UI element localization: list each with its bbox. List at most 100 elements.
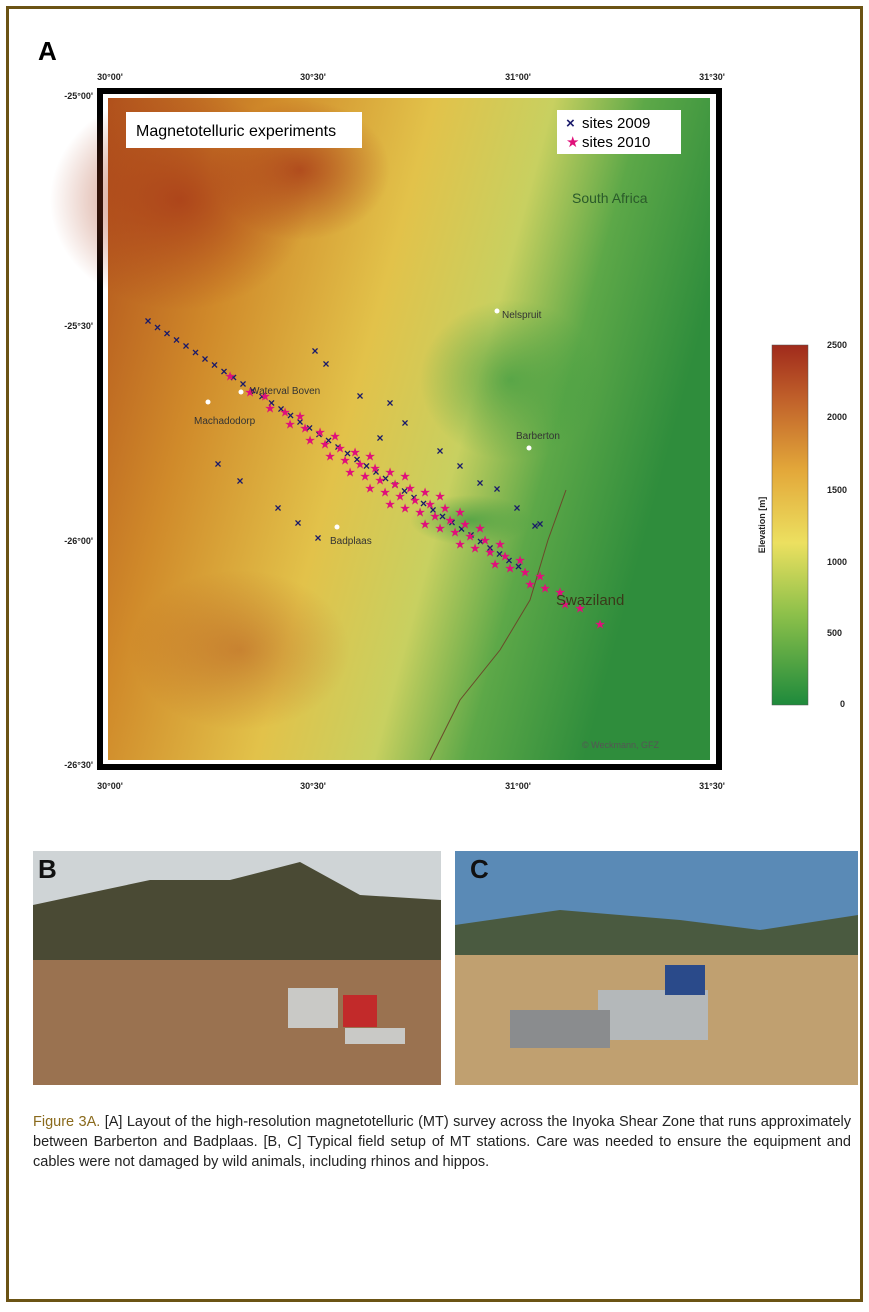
site-marker: ×: [322, 357, 329, 371]
credit: © Weckmann, GFZ: [582, 740, 659, 750]
site-marker: ★: [380, 487, 390, 499]
site-marker: ★: [285, 419, 295, 431]
site-marker: ★: [440, 503, 450, 515]
site-marker: ×: [536, 517, 543, 531]
lat-tick: -25°00': [64, 91, 93, 101]
site-marker: ★: [430, 511, 440, 523]
site-marker: ★: [465, 531, 475, 543]
site-marker: ×: [456, 459, 463, 473]
site-marker: ×: [314, 531, 321, 545]
panel-label: C: [470, 854, 489, 884]
site-marker: ×: [356, 389, 363, 403]
place-dot: [206, 400, 211, 405]
site-marker: ★: [435, 491, 445, 503]
site-marker: ★: [395, 491, 405, 503]
site-marker: ×: [386, 396, 393, 410]
place-label: Waterval Boven: [250, 386, 320, 397]
lon-tick: 31°00': [505, 781, 531, 791]
site-marker: ★: [445, 515, 455, 527]
site-marker: ★: [450, 527, 460, 539]
site-marker: ×: [144, 314, 151, 328]
site-marker: ★: [425, 499, 435, 511]
site-marker: ★: [460, 519, 470, 531]
site-marker: ★: [280, 407, 290, 419]
site-marker: ×: [436, 444, 443, 458]
site-marker: ★: [475, 523, 485, 535]
site-marker: ★: [325, 451, 335, 463]
place-label: Swaziland: [556, 592, 624, 609]
lat-tick: -26°30': [64, 760, 93, 770]
site-marker: ★: [525, 579, 535, 591]
legend-label: sites 2010: [582, 134, 650, 151]
terrain-low: [420, 300, 600, 460]
site-marker: ★: [315, 427, 325, 439]
place-dot: [527, 446, 532, 451]
terrain-high: [130, 570, 350, 730]
photo-c: [455, 851, 858, 1085]
place-dot: [335, 525, 340, 530]
site-marker: ★: [385, 499, 395, 511]
site-marker: ×: [513, 501, 520, 515]
lon-tick: 31°30': [699, 72, 725, 82]
site-marker: ★: [505, 563, 515, 575]
site-marker: ×: [476, 476, 483, 490]
colorbar-label: Elevation [m]: [757, 497, 767, 554]
site-marker: ★: [410, 495, 420, 507]
colorbar-tick: 0: [840, 699, 845, 709]
lon-tick: 30°00': [97, 781, 123, 791]
site-marker: ★: [365, 483, 375, 495]
site-marker: ★: [455, 539, 465, 551]
site-marker: ★: [420, 487, 430, 499]
site-marker: ★: [225, 371, 235, 383]
site-marker: ★: [435, 523, 445, 535]
lon-tick: 30°30': [300, 781, 326, 791]
site-marker: ★: [350, 447, 360, 459]
site-marker: ★: [385, 467, 395, 479]
site-marker: ★: [340, 455, 350, 467]
site-marker: ★: [500, 551, 510, 563]
site-marker: ×: [376, 431, 383, 445]
colorbar-tick: 1000: [827, 557, 847, 567]
lon-tick: 31°00': [505, 72, 531, 82]
site-marker: ★: [365, 451, 375, 463]
site-marker: ×: [154, 320, 161, 334]
place-label: Nelspruit: [502, 310, 542, 321]
site-marker: ★: [490, 559, 500, 571]
site-marker: ★: [345, 467, 355, 479]
site-marker: ×: [236, 474, 243, 488]
lon-tick: 30°30': [300, 72, 326, 82]
lat-tick: -26°00': [64, 536, 93, 546]
site-marker: ×: [173, 333, 180, 347]
site-marker: ×: [163, 327, 170, 341]
site-marker: ×: [182, 339, 189, 353]
caption-label: Figure 3A.: [33, 1114, 100, 1130]
lon-tick: 30°00': [97, 72, 123, 82]
site-marker: ×: [493, 482, 500, 496]
site-marker: ★: [495, 539, 505, 551]
site-marker: ★: [515, 555, 525, 567]
legend-symbol: ×: [566, 115, 575, 132]
site-marker: ★: [320, 439, 330, 451]
lon-tick: 31°30': [699, 781, 725, 791]
site-marker: ×: [214, 457, 221, 471]
photo-b: [33, 851, 441, 1085]
site-marker: ★: [360, 471, 370, 483]
site-marker: ★: [400, 503, 410, 515]
site-marker: ★: [520, 567, 530, 579]
site-marker: ★: [330, 431, 340, 443]
site-marker: ★: [370, 463, 380, 475]
site-marker: ★: [390, 479, 400, 491]
site-marker: ×: [192, 346, 199, 360]
colorbar: [772, 345, 808, 705]
colorbar-tick: 500: [827, 628, 842, 638]
place-dot: [239, 390, 244, 395]
site-marker: ★: [595, 619, 605, 631]
site-marker: ×: [201, 352, 208, 366]
panel-label: A: [38, 36, 57, 66]
site-marker: ★: [375, 475, 385, 487]
figure: A Magnetotelluric experiments × sites 20…: [0, 0, 869, 1100]
map-title: Magnetotelluric experiments: [136, 123, 336, 140]
caption: Figure 3A. [A] Layout of the high-resolu…: [33, 1112, 851, 1172]
colorbar-tick: 1500: [827, 485, 847, 495]
site-marker: ★: [480, 535, 490, 547]
